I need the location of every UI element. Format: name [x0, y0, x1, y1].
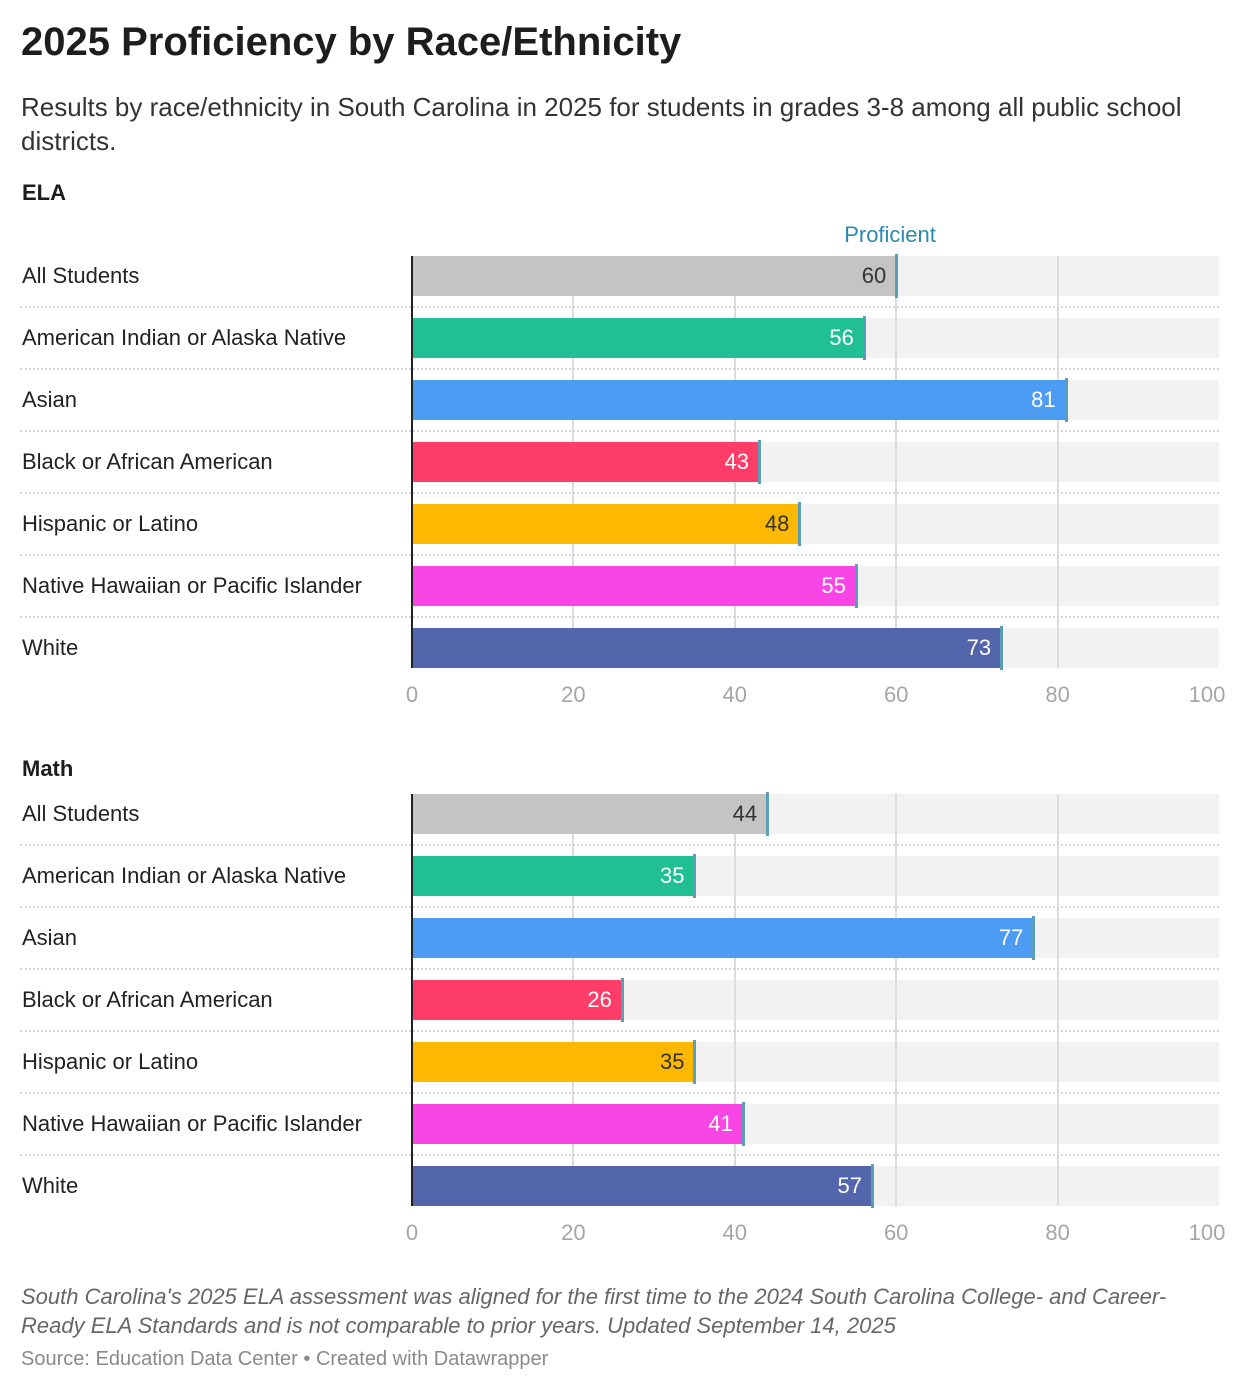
category-label: American Indian or Alaska Native — [22, 325, 347, 350]
value-marker — [741, 1102, 745, 1146]
category-label: All Students — [22, 263, 140, 288]
value-marker — [693, 1040, 697, 1084]
bar — [412, 318, 864, 358]
row-separator — [20, 1030, 1219, 1032]
bar — [412, 918, 1034, 958]
gridline — [1056, 794, 1059, 1206]
x-tick-label: 40 — [722, 682, 748, 707]
value-marker — [1032, 916, 1036, 960]
category-label: American Indian or Alaska Native — [22, 863, 347, 888]
value-marker — [766, 792, 770, 836]
value-label: 41 — [708, 1111, 733, 1136]
value-label: 60 — [861, 263, 887, 288]
bar — [412, 504, 800, 544]
x-tick-label: 80 — [1045, 682, 1070, 707]
bar — [412, 1104, 743, 1144]
value-label: 81 — [1031, 387, 1056, 412]
chart-title: 2025 Proficiency by Race/Ethnicity — [21, 20, 682, 64]
bar — [412, 380, 1066, 420]
chart-note: South Carolina's 2025 ELA assessment was… — [21, 1284, 1167, 1338]
x-tick-label: 20 — [561, 1220, 586, 1245]
row-separator — [20, 1154, 1219, 1156]
bar — [412, 256, 897, 296]
axis-baseline — [411, 256, 413, 668]
x-tick-label: 0 — [405, 682, 419, 707]
value-marker — [870, 1164, 874, 1208]
row-separator — [20, 492, 1219, 494]
category-label: Native Hawaiian or Pacific Islander — [22, 1111, 362, 1136]
bar — [412, 980, 622, 1020]
bar — [412, 566, 856, 606]
row-separator — [20, 430, 1219, 432]
gridline — [733, 794, 736, 1206]
value-label: 48 — [764, 511, 790, 536]
row-separator — [20, 844, 1219, 846]
bar — [412, 856, 695, 896]
panel-title: Math — [22, 756, 74, 781]
row-separator — [20, 368, 1219, 370]
axis-baseline — [411, 794, 413, 1206]
x-tick-label: 0 — [405, 1220, 419, 1245]
row-separator — [20, 306, 1219, 308]
category-label: Native Hawaiian or Pacific Islander — [22, 573, 362, 598]
value-label: 35 — [659, 1049, 685, 1074]
panel-title: ELA — [22, 180, 66, 205]
bar — [412, 442, 759, 482]
value-marker — [758, 440, 761, 484]
row-separator — [20, 906, 1219, 908]
value-label: 44 — [732, 801, 758, 826]
category-label: Asian — [22, 387, 78, 412]
value-marker — [895, 254, 899, 298]
x-tick-label: 60 — [883, 1220, 909, 1245]
gridline — [895, 256, 898, 668]
category-label: Hispanic or Latino — [22, 1049, 199, 1074]
value-label: 57 — [837, 1173, 862, 1198]
chart-source: Source: Education Data Center • Created … — [21, 1348, 549, 1370]
value-marker — [620, 978, 624, 1022]
bar — [412, 1042, 695, 1082]
category-label: Hispanic or Latino — [22, 511, 199, 536]
value-marker — [798, 502, 802, 546]
x-tick-label: 80 — [1045, 1220, 1070, 1245]
x-tick-label: 20 — [561, 682, 586, 707]
x-tick-label: 60 — [883, 682, 909, 707]
bar — [412, 1166, 872, 1206]
bar — [412, 794, 768, 834]
value-label: 55 — [821, 573, 846, 598]
row-separator — [20, 616, 1219, 618]
category-label: White — [22, 1173, 79, 1198]
bar — [412, 628, 1002, 668]
x-tick-label: 100 — [1188, 1220, 1226, 1245]
value-label: 77 — [998, 925, 1024, 950]
value-marker — [854, 564, 858, 608]
value-label: 43 — [724, 449, 749, 474]
value-marker — [1064, 378, 1068, 422]
value-marker — [693, 854, 697, 898]
category-label: All Students — [22, 801, 140, 826]
category-label: Black or African American — [22, 449, 273, 474]
x-tick-label: 100 — [1188, 682, 1226, 707]
value-marker — [1000, 626, 1004, 670]
gridline — [1056, 256, 1059, 668]
row-separator — [20, 554, 1219, 556]
row-separator — [20, 1092, 1219, 1094]
value-label: 35 — [659, 863, 685, 888]
value-marker — [862, 316, 866, 360]
proficient-annotation: Proficient — [844, 222, 936, 247]
chart-subtitle: Results by race/ethnicity in South Carol… — [21, 92, 1182, 156]
category-label: Asian — [22, 925, 78, 950]
gridline — [895, 794, 898, 1206]
category-label: Black or African American — [22, 987, 273, 1012]
x-tick-label: 40 — [722, 1220, 748, 1245]
value-label: 73 — [966, 635, 992, 660]
value-label: 26 — [587, 987, 612, 1012]
category-label: White — [22, 635, 79, 660]
row-separator — [20, 968, 1219, 970]
value-label: 56 — [829, 325, 854, 350]
